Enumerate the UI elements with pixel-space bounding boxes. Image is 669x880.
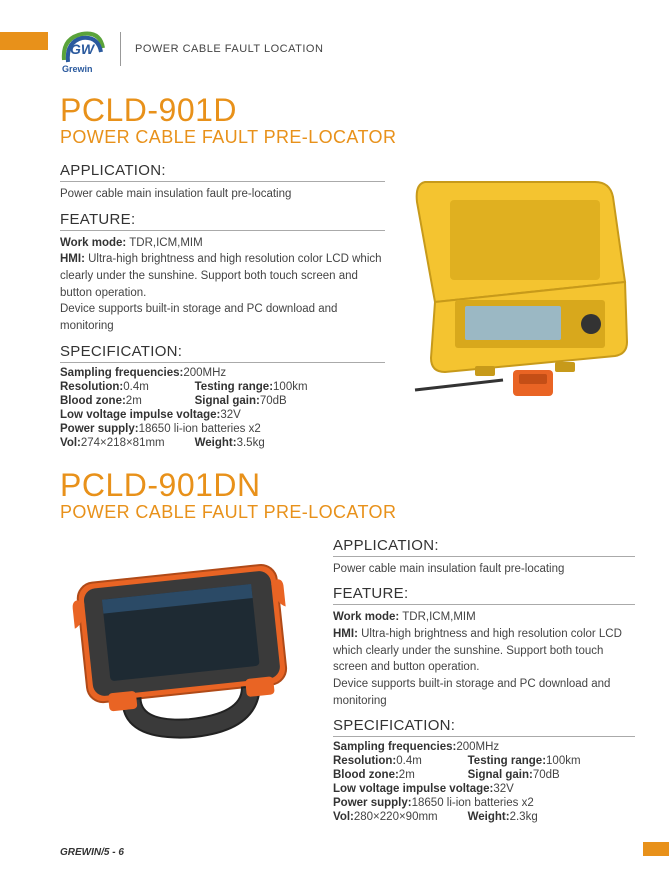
feature-extra: Device supports built-in storage and PC …: [60, 303, 337, 332]
feature-text: Work mode: TDR,ICM,MIM HMI: Ultra-high b…: [333, 609, 635, 709]
product-2-image: [60, 529, 315, 756]
spec-val: 280×220×90mm: [354, 811, 438, 823]
spec-val: 0.4m: [396, 755, 422, 767]
spec-val: 2m: [126, 395, 142, 407]
spec-label: Signal gain:: [195, 395, 260, 407]
spec-grid: Sampling frequencies:200MHz Resolution:0…: [333, 741, 635, 823]
hmi-val: Ultra-high brightness and high resolutio…: [333, 628, 622, 673]
application-heading: APPLICATION:: [60, 162, 385, 182]
spec-label: Low voltage impulse voltage:: [333, 783, 493, 795]
hmi-val: Ultra-high brightness and high resolutio…: [60, 253, 382, 298]
application-text: Power cable main insulation fault pre-lo…: [333, 561, 635, 578]
page-footer: GREWIN/5 - 6: [60, 847, 124, 858]
header-title: POWER CABLE FAULT LOCATION: [135, 43, 323, 55]
product-1-subtitle: POWER CABLE FAULT PRE-LOCATOR: [60, 127, 635, 148]
spec-label: Vol:: [60, 437, 81, 449]
product-1-image: [395, 154, 635, 405]
feature-text: Work mode: TDR,ICM,MIM HMI: Ultra-high b…: [60, 235, 385, 335]
spec-val: 32V: [220, 409, 240, 421]
work-mode-label: Work mode:: [60, 237, 126, 249]
spec-label: Blood zone:: [333, 769, 399, 781]
spec-val: 200MHz: [183, 367, 226, 379]
spec-val: 3.5kg: [237, 437, 265, 449]
work-mode-label: Work mode:: [333, 611, 399, 623]
product-2-model: PCLD-901DN: [60, 467, 635, 504]
spec-val: 18650 li-ion batteries x2: [139, 423, 261, 435]
spec-label: Testing range:: [468, 755, 546, 767]
spec-label: Low voltage impulse voltage:: [60, 409, 220, 421]
product-1: PCLD-901D POWER CABLE FAULT PRE-LOCATOR …: [60, 92, 635, 449]
spec-label: Resolution:: [60, 381, 123, 393]
brand-name: Grewin: [62, 64, 93, 74]
spec-val: 100km: [273, 381, 308, 393]
spec-label: Sampling frequencies:: [60, 367, 183, 379]
accent-bar-top: [0, 32, 48, 50]
spec-val: 2.3kg: [510, 811, 538, 823]
spec-label: Blood zone:: [60, 395, 126, 407]
accent-bar-bottom: [643, 842, 669, 856]
spec-grid: Sampling frequencies:200MHz Resolution:0…: [60, 367, 385, 449]
spec-label: Testing range:: [195, 381, 273, 393]
spec-label: Weight:: [468, 811, 510, 823]
product-1-text: APPLICATION: Power cable main insulation…: [60, 154, 385, 449]
feature-extra: Device supports built-in storage and PC …: [333, 678, 610, 707]
spec-label: Resolution:: [333, 755, 396, 767]
application-text: Power cable main insulation fault pre-lo…: [60, 186, 385, 203]
spec-label: Sampling frequencies:: [333, 741, 456, 753]
spec-label: Power supply:: [60, 423, 139, 435]
spec-val: 274×218×81mm: [81, 437, 165, 449]
application-heading: APPLICATION:: [333, 537, 635, 557]
handheld-device-icon: [60, 553, 315, 753]
spec-heading: SPECIFICATION:: [333, 717, 635, 737]
page: GW Grewin POWER CABLE FAULT LOCATION PCL…: [0, 0, 669, 823]
feature-heading: FEATURE:: [60, 211, 385, 231]
work-mode-val: TDR,ICM,MIM: [126, 237, 202, 249]
spec-val: 70dB: [260, 395, 287, 407]
spec-label: Power supply:: [333, 797, 412, 809]
spec-val: 100km: [546, 755, 581, 767]
feature-heading: FEATURE:: [333, 585, 635, 605]
product-2-subtitle: POWER CABLE FAULT PRE-LOCATOR: [60, 502, 635, 523]
spec-val: 70dB: [533, 769, 560, 781]
product-1-model: PCLD-901D: [60, 92, 635, 129]
spec-label: Vol:: [333, 811, 354, 823]
hmi-label: HMI:: [333, 628, 358, 640]
spec-val: 32V: [493, 783, 513, 795]
spec-label: Signal gain:: [468, 769, 533, 781]
page-header: GW Grewin POWER CABLE FAULT LOCATION: [60, 28, 635, 70]
hmi-label: HMI:: [60, 253, 85, 265]
device-case-icon: [395, 172, 635, 402]
svg-text:GW: GW: [70, 41, 96, 57]
spec-val: 200MHz: [456, 741, 499, 753]
spec-label: Weight:: [195, 437, 237, 449]
spec-heading: SPECIFICATION:: [60, 343, 385, 363]
spec-val: 2m: [399, 769, 415, 781]
product-2-text: APPLICATION: Power cable main insulation…: [333, 529, 635, 824]
work-mode-val: TDR,ICM,MIM: [399, 611, 475, 623]
spec-val: 0.4m: [123, 381, 149, 393]
brand-logo: GW Grewin: [60, 28, 106, 70]
divider: [120, 32, 121, 66]
spec-val: 18650 li-ion batteries x2: [412, 797, 534, 809]
product-2: PCLD-901DN POWER CABLE FAULT PRE-LOCATOR: [60, 467, 635, 824]
